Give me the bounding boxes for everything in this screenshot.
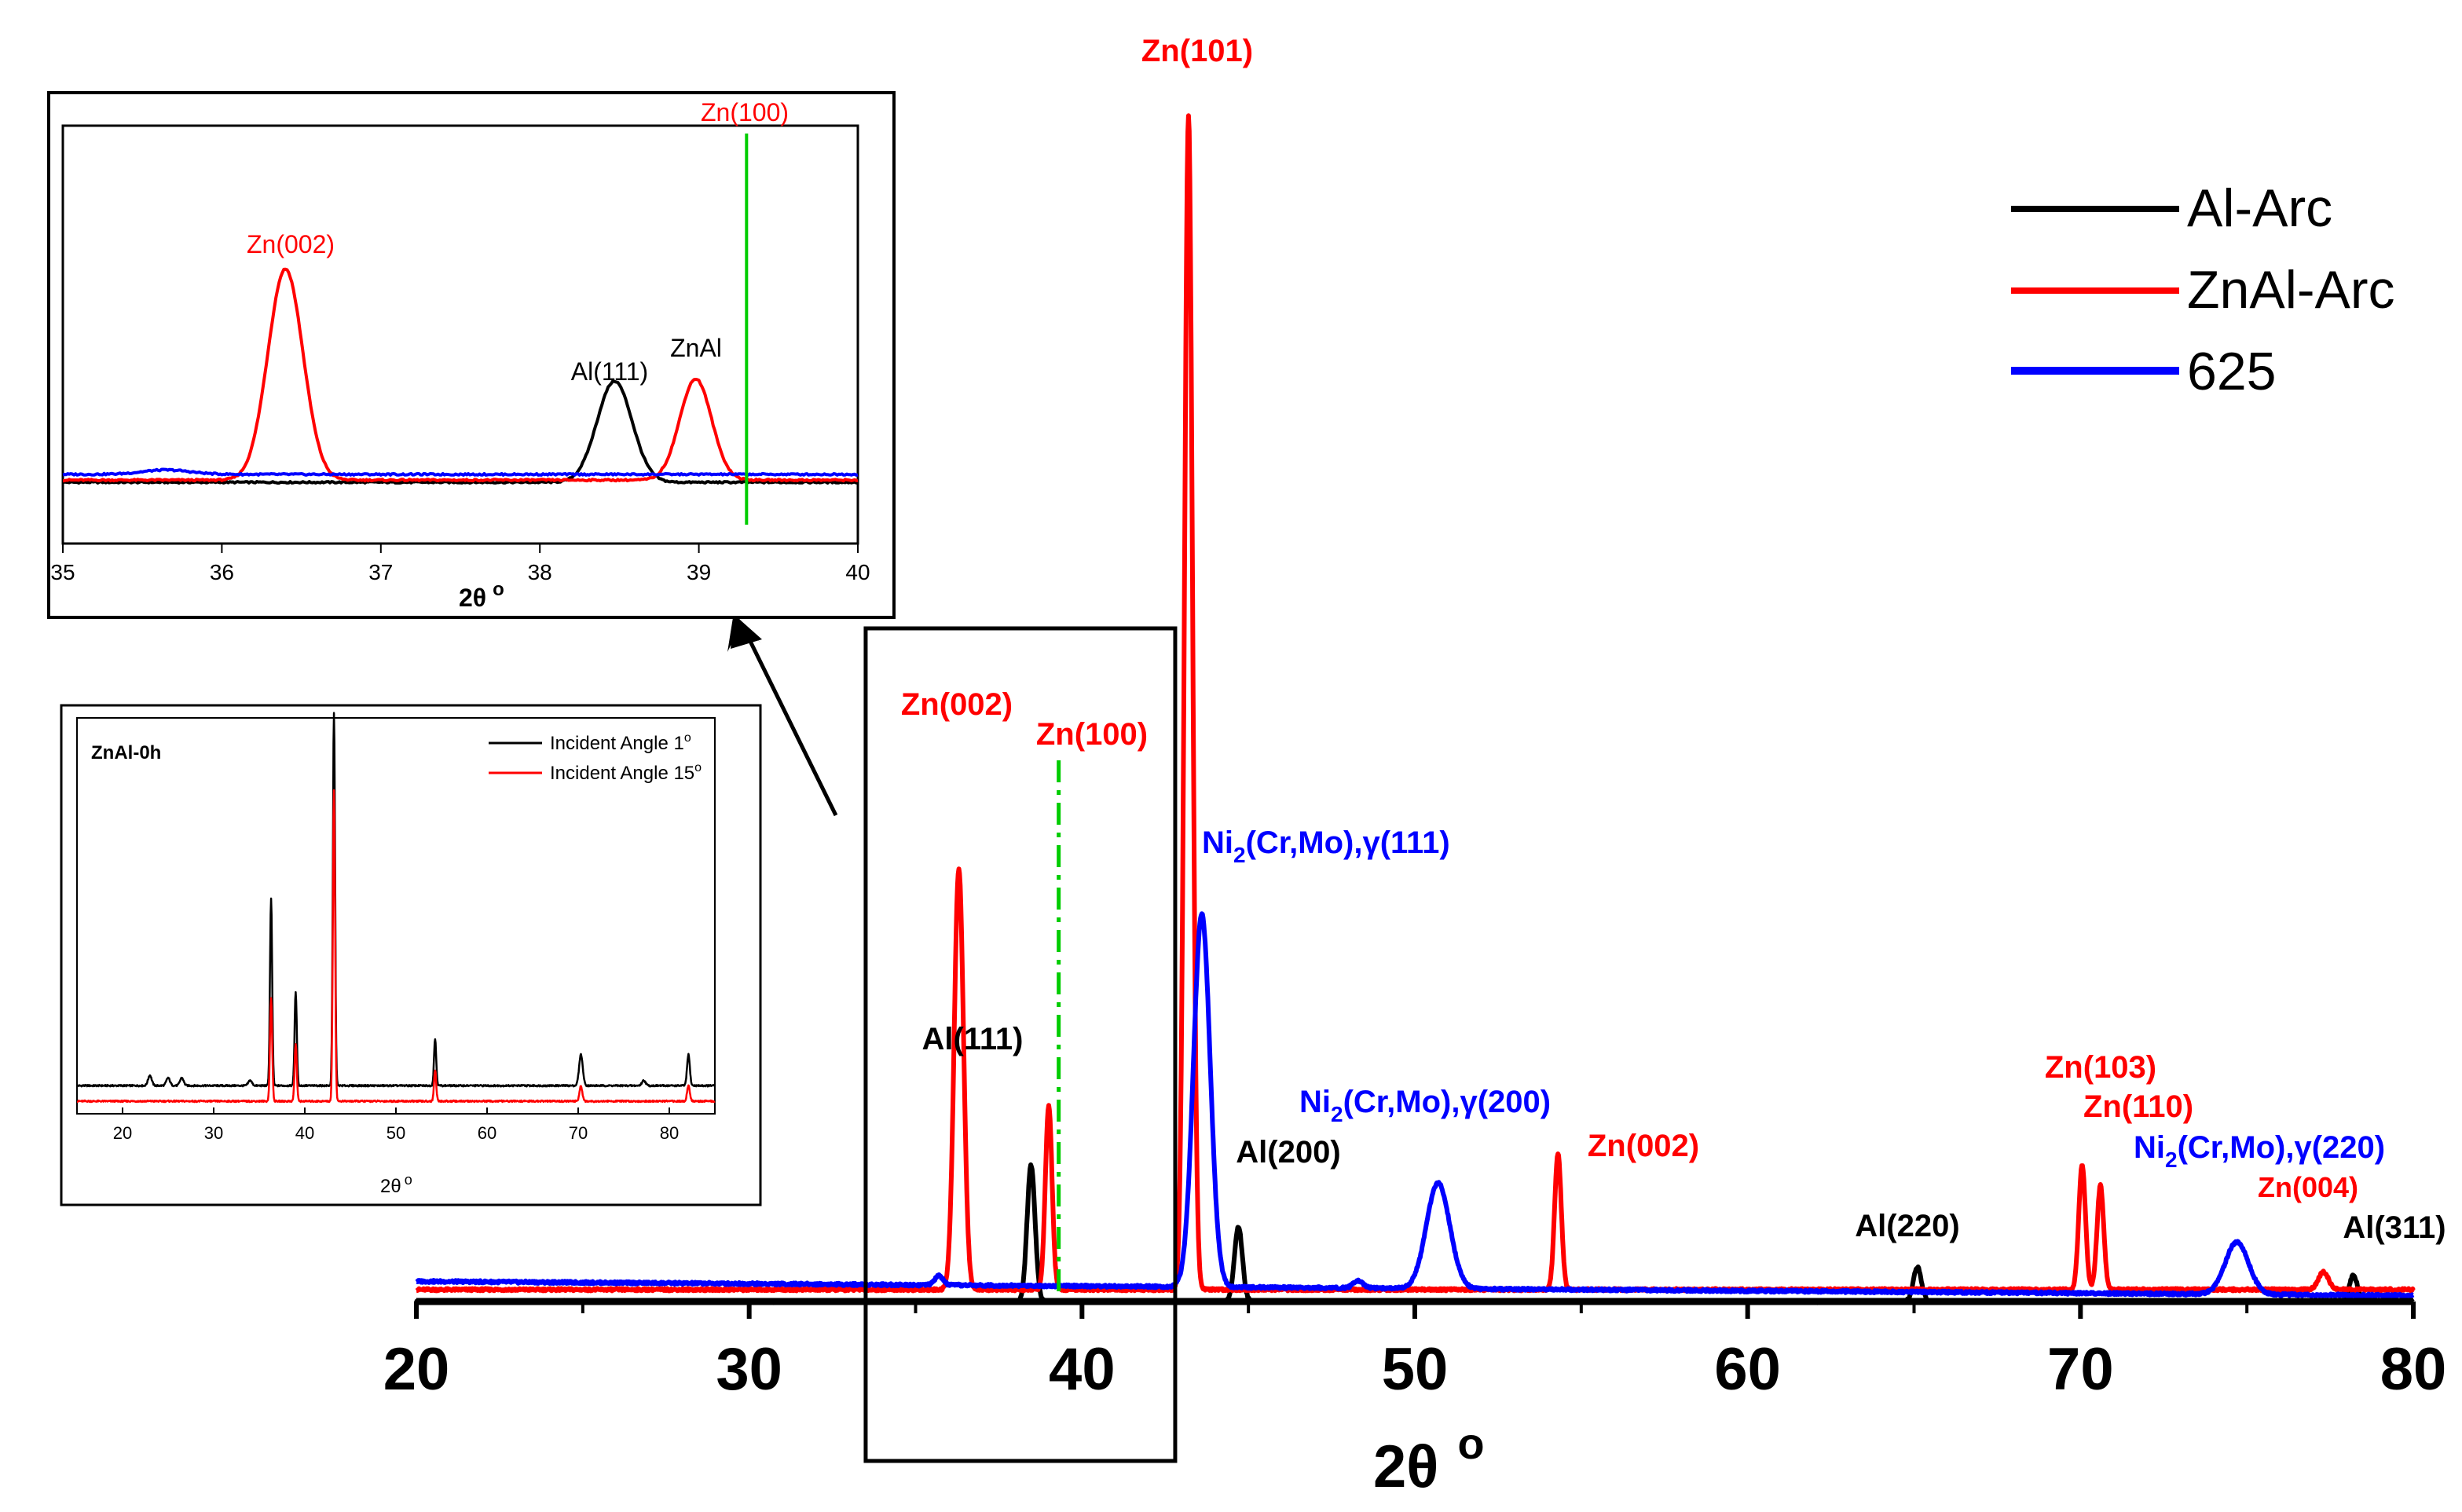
zoom-tick-label-40: 40 bbox=[845, 560, 870, 584]
angle-legend-label-1deg: Incident Angle 1o bbox=[550, 731, 691, 754]
angle-tick-label-70: 70 bbox=[569, 1123, 588, 1143]
zoom-inset-x-tick-labels: 35 36 37 38 39 40 bbox=[50, 560, 870, 584]
annotation-al311: Al(311) bbox=[2343, 1210, 2446, 1245]
angle-inset-x-axis-label: 2θ o bbox=[380, 1172, 412, 1197]
angle-inset-legend: Incident Angle 1o Incident Angle 15o bbox=[489, 731, 702, 784]
main-tick-label-20: 20 bbox=[383, 1336, 450, 1403]
zoom-series-625 bbox=[62, 467, 859, 477]
angle-tick-label-20: 20 bbox=[113, 1123, 132, 1143]
main-tick-label-70: 70 bbox=[2047, 1336, 2114, 1403]
annotation-ni-gamma-220: Ni2(Cr,Mo),γ(220) bbox=[2134, 1130, 2385, 1172]
angle-inset-x-ticks bbox=[122, 1107, 670, 1114]
zoom-annotation-zn002: Zn(002) bbox=[247, 230, 335, 258]
annotation-zn100: Zn(100) bbox=[1036, 717, 1148, 752]
zoom-series-znal-arc bbox=[63, 267, 859, 483]
annotation-al220: Al(220) bbox=[1855, 1209, 1959, 1243]
main-series-znal-arc bbox=[414, 113, 2416, 1294]
main-x-axis-label: 2θ o bbox=[1373, 1419, 1485, 1500]
zoom-annotation-znal: ZnAl bbox=[670, 334, 722, 362]
annotation-al200: Al(200) bbox=[1236, 1135, 1340, 1170]
zoom-arrowhead-fill bbox=[731, 614, 762, 649]
annotation-zn002-b: Zn(002) bbox=[1588, 1129, 1699, 1163]
zoom-inset-annotations: Zn(100) Zn(002) Al(111) ZnAl bbox=[247, 98, 789, 386]
main-x-tick-labels: 20 30 40 50 60 70 80 bbox=[383, 1336, 2447, 1403]
annotation-zn101: Zn(101) bbox=[1141, 34, 1253, 68]
main-annotations: Zn(101) Zn(002) Zn(100) Al(111) Ni2(Cr,M… bbox=[901, 34, 2446, 1245]
main-tick-label-30: 30 bbox=[716, 1336, 782, 1403]
zoom-annotation-zn100: Zn(100) bbox=[701, 98, 789, 126]
angle-legend-label-15deg: Incident Angle 15o bbox=[550, 761, 702, 784]
annotation-zn103: Zn(103) bbox=[2045, 1050, 2156, 1085]
angle-tick-label-50: 50 bbox=[387, 1123, 405, 1143]
zoom-arrow bbox=[739, 622, 838, 817]
angle-tick-label-60: 60 bbox=[478, 1123, 496, 1143]
legend-label-znal-arc: ZnAl-Arc bbox=[2187, 260, 2394, 320]
zoom-tick-label-38: 38 bbox=[528, 560, 552, 584]
zoom-tick-label-39: 39 bbox=[687, 560, 711, 584]
annotation-zn004: Zn(004) bbox=[2258, 1171, 2358, 1203]
main-tick-label-60: 60 bbox=[1714, 1336, 1781, 1403]
main-series-625 bbox=[414, 911, 2416, 1299]
annotation-zn002: Zn(002) bbox=[901, 687, 1013, 722]
angle-inset-plot-area bbox=[76, 717, 716, 1115]
main-tick-label-80: 80 bbox=[2380, 1336, 2447, 1403]
zoom-tick-label-35: 35 bbox=[50, 560, 75, 584]
main-tick-label-40: 40 bbox=[1049, 1336, 1116, 1403]
legend-label-al-arc: Al-Arc bbox=[2187, 178, 2332, 238]
angle-series-incident-angle-1 bbox=[75, 712, 716, 1088]
angle-tick-label-30: 30 bbox=[204, 1123, 223, 1143]
legend-label-625: 625 bbox=[2187, 342, 2276, 401]
zoom-tick-label-37: 37 bbox=[368, 560, 393, 584]
angle-tick-label-40: 40 bbox=[295, 1123, 314, 1143]
angle-tick-label-80: 80 bbox=[660, 1123, 679, 1143]
incident-angle-inset: 20 30 40 50 60 70 80 2θ o ZnAl-0h Incident Angl… bbox=[60, 704, 762, 1206]
annotation-ni-gamma-200: Ni2(Cr,Mo),γ(200) bbox=[1299, 1085, 1551, 1126]
main-chart: 20 30 40 50 60 70 80 2θ o Zn(101) Zn(002) Zn(10… bbox=[383, 34, 2447, 1500]
angle-inset-x-tick-labels: 20 30 40 50 60 70 80 bbox=[113, 1123, 679, 1143]
zoom-inset-x-ticks bbox=[62, 544, 859, 553]
main-x-ticks bbox=[414, 1301, 2416, 1319]
zoom-tick-label-36: 36 bbox=[210, 560, 234, 584]
zoom-region-box bbox=[863, 626, 1178, 1463]
annotation-zn110: Zn(110) bbox=[2083, 1089, 2193, 1124]
main-tick-label-50: 50 bbox=[1382, 1336, 1449, 1403]
zoom-inset: 35 36 37 38 39 40 2θ o Zn(100) Zn(002) Al(111)… bbox=[47, 91, 896, 619]
zoom-annotation-al111: Al(111) bbox=[571, 357, 648, 386]
zoom-inset-x-axis-label: 2θ o bbox=[459, 579, 504, 612]
main-legend: Al-Arc ZnAl-Arc 625 bbox=[2011, 178, 2394, 401]
annotation-al111: Al(111) bbox=[922, 1022, 1024, 1056]
angle-series-incident-angle-15 bbox=[76, 789, 716, 1104]
angle-inset-title: ZnAl-0h bbox=[91, 742, 161, 763]
annotation-ni-gamma-111: Ni2(Cr,Mo),γ(111) bbox=[1202, 826, 1450, 867]
